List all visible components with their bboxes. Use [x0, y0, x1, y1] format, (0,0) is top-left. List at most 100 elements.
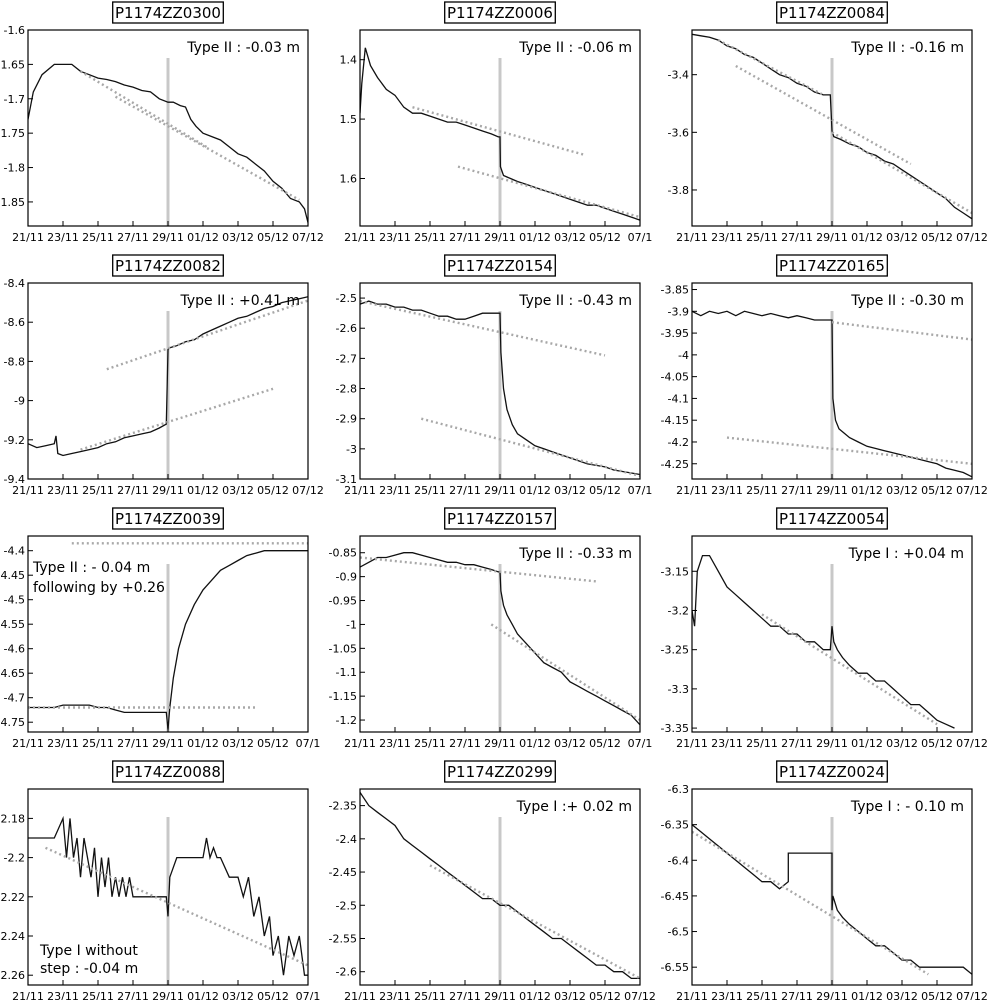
chart-panel: P1174ZZ0300 -1.6 -1.65 -1.7 -1.75 -1.8 -1.85 21… [0, 1, 324, 244]
x-tick-label: 23/11 [379, 484, 411, 497]
y-tick-label: -4.2 [668, 436, 689, 449]
x-tick-label: 23/11 [47, 231, 79, 244]
x-tick-label: 25/11 [414, 737, 446, 750]
y-tick-label: -2.22 [0, 891, 25, 904]
y-tick-label: -4.4 [4, 545, 25, 558]
y-tick-label: -1.2 [336, 714, 357, 727]
x-tick-label: 03/12 [222, 737, 254, 750]
x-tick-label: 29/11 [152, 737, 184, 750]
data-series [28, 815, 308, 976]
trend-line [114, 95, 300, 201]
x-tick-label: 25/11 [746, 231, 778, 244]
x-tick-label: 03/12 [554, 231, 586, 244]
x-tick-label: 25/11 [82, 990, 114, 1000]
chart-title-box [112, 1, 224, 24]
x-tick-label: 27/11 [117, 231, 149, 244]
trend-line [726, 436, 972, 465]
x-tick-label: 03/12 [554, 990, 586, 1000]
y-tick-label: -0.95 [329, 595, 357, 608]
x-tick-label: 27/11 [117, 990, 149, 1000]
y-tick-label: -6.45 [661, 890, 689, 903]
x-tick-label: 07/12 [624, 990, 656, 1000]
y-tick-label: -4.5 [4, 594, 25, 607]
y-tick-label: -3.1 [336, 473, 357, 486]
x-tick-label: 21/11 [344, 231, 376, 244]
x-tick-label: 29/11 [484, 737, 516, 750]
x-tick-label: 25/11 [746, 990, 778, 1000]
y-tick-label: -3 [346, 443, 357, 456]
y-tick-label: -2.7 [336, 352, 357, 365]
x-tick-label: 05/12 [589, 484, 621, 497]
data-series [360, 47, 640, 221]
x-tick-label: 29/11 [816, 990, 848, 1000]
x-tick-label: 05/12 [921, 990, 953, 1000]
x-tick-label: 29/11 [152, 484, 184, 497]
y-tick-label: -2.6 [336, 966, 357, 979]
y-tick-label: -8.4 [4, 277, 25, 290]
x-tick-label: 01/12 [851, 737, 883, 750]
x-tick-label: 03/12 [222, 484, 254, 497]
x-tick-label: 27/11 [449, 737, 481, 750]
chart-title: P1174ZZ0082 [115, 257, 221, 275]
y-tick-label: -2.8 [336, 383, 357, 396]
x-tick-label: 21/11 [12, 231, 44, 244]
y-tick-label: -4.65 [0, 667, 25, 680]
x-tick-label: 01/12 [851, 484, 883, 497]
y-tick-label: -1.8 [4, 162, 25, 175]
x-tick-label: 27/11 [449, 990, 481, 1000]
x-tick-label: 27/11 [117, 484, 149, 497]
x-tick-label: 05/12 [257, 737, 289, 750]
y-tick-label: -3.95 [661, 327, 689, 340]
y-tick-label: -4 [678, 349, 689, 362]
x-tick-label: 01/12 [519, 231, 551, 244]
x-tick-label: 01/12 [187, 484, 219, 497]
x-tick-label: 03/12 [554, 484, 586, 497]
x-tick-label: 25/11 [82, 484, 114, 497]
y-tick-label: -2.45 [329, 866, 357, 879]
x-tick-label: 05/12 [589, 231, 621, 244]
chart-title: P1174ZZ0157 [447, 510, 553, 528]
x-tick-label: 25/11 [82, 737, 114, 750]
y-tick-label: -9 [14, 395, 25, 408]
y-tick-label: -2.5 [336, 292, 357, 305]
trend-line [412, 106, 585, 156]
x-tick-label: 21/11 [344, 484, 376, 497]
x-tick-label: 07/12 [956, 737, 988, 750]
x-tick-label: 21/11 [12, 990, 44, 1000]
y-tick-label: -1.85 [0, 196, 25, 209]
x-tick-label: 27/11 [781, 737, 813, 750]
x-tick-label: 25/11 [746, 737, 778, 750]
trend-line [429, 864, 640, 980]
x-tick-label: 07/1 [628, 484, 653, 497]
chart-title-box [444, 254, 556, 277]
data-series [28, 296, 308, 457]
y-tick-label: -1.65 [0, 58, 25, 71]
trend-line [106, 299, 308, 371]
y-tick-label: -3.25 [661, 644, 689, 657]
x-tick-label: 21/11 [344, 990, 376, 1000]
trend-line [735, 64, 912, 166]
trend-line [79, 70, 208, 148]
chart-annotation: Type II : -0.16 m [850, 40, 964, 56]
y-tick-label: -0.85 [329, 547, 357, 560]
x-tick-label: 05/12 [257, 484, 289, 497]
y-tick-label: -3.3 [668, 683, 689, 696]
y-tick-label: -1.1 [336, 666, 357, 679]
chart-annotation: Type II : -0.30 m [850, 293, 964, 309]
y-tick-label: -4.15 [661, 414, 689, 427]
x-tick-label: 23/11 [47, 737, 79, 750]
chart-title: P1174ZZ0039 [115, 510, 221, 528]
y-tick-label: -3.9 [668, 305, 689, 318]
y-tick-label: 1.4 [340, 54, 358, 67]
trend-line [490, 623, 640, 722]
chart-panel: P1174ZZ0084 -3.4 -3.6 -3.8 21/11 23/11 25/11 27… [668, 1, 988, 244]
trend-line [457, 165, 640, 219]
x-tick-label: 05/12 [257, 231, 289, 244]
x-tick-label: 25/11 [82, 231, 114, 244]
y-tick-label: -4.6 [4, 643, 25, 656]
x-tick-label: 27/11 [781, 231, 813, 244]
x-tick-label: 27/11 [449, 231, 481, 244]
